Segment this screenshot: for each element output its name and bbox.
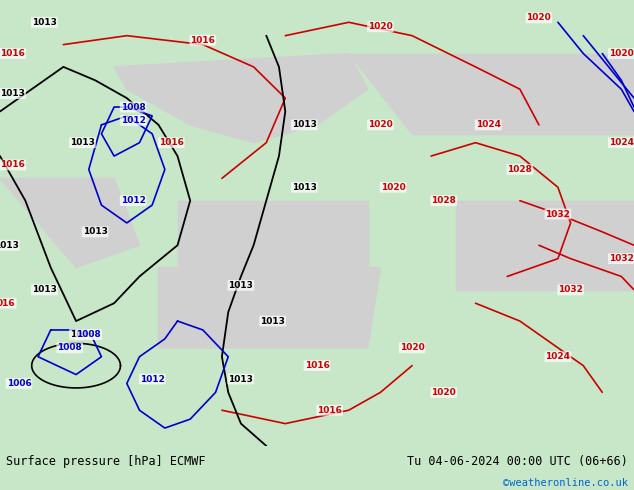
Polygon shape (158, 268, 380, 348)
Text: 1016: 1016 (190, 36, 216, 45)
Text: 1013: 1013 (228, 281, 254, 290)
Text: 1013: 1013 (228, 374, 254, 384)
Text: 1008: 1008 (120, 102, 146, 112)
Text: 1016: 1016 (317, 406, 342, 415)
Text: 1013: 1013 (70, 330, 95, 339)
Text: 1008: 1008 (57, 343, 82, 352)
Text: 1013: 1013 (292, 183, 317, 192)
Text: 1024: 1024 (476, 121, 501, 129)
Text: 1032: 1032 (609, 254, 634, 263)
Text: 1016: 1016 (304, 361, 330, 370)
Text: 1020: 1020 (368, 22, 393, 31)
Text: 1020: 1020 (431, 388, 456, 397)
Text: 1013: 1013 (32, 18, 57, 27)
Text: 1013: 1013 (292, 121, 317, 129)
Polygon shape (349, 53, 634, 134)
Text: 1028: 1028 (431, 196, 456, 205)
Text: 1008: 1008 (76, 330, 101, 339)
Text: 1020: 1020 (399, 343, 425, 352)
Text: 1013: 1013 (260, 317, 285, 325)
Text: 1016: 1016 (0, 161, 25, 170)
Text: Tu 04-06-2024 00:00 UTC (06+66): Tu 04-06-2024 00:00 UTC (06+66) (407, 455, 628, 468)
Text: 1006: 1006 (6, 379, 32, 388)
Polygon shape (0, 178, 139, 268)
Text: 1020: 1020 (609, 49, 634, 58)
Text: 1012: 1012 (120, 196, 146, 205)
Text: 1013: 1013 (0, 89, 25, 98)
Text: 1013: 1013 (32, 285, 57, 294)
Polygon shape (178, 201, 368, 268)
Text: 1020: 1020 (526, 13, 552, 23)
Text: 1016: 1016 (0, 49, 25, 58)
Text: 1020: 1020 (380, 183, 406, 192)
Text: 1024: 1024 (545, 352, 571, 361)
Text: Surface pressure [hPa] ECMWF: Surface pressure [hPa] ECMWF (6, 455, 206, 468)
Text: 1032: 1032 (545, 210, 571, 219)
Polygon shape (456, 201, 634, 290)
Text: ©weatheronline.co.uk: ©weatheronline.co.uk (503, 478, 628, 489)
Text: 1013: 1013 (82, 227, 108, 236)
Text: 1028: 1028 (507, 165, 533, 174)
Text: 016: 016 (0, 299, 16, 308)
Polygon shape (114, 53, 368, 143)
Text: 1012: 1012 (139, 374, 165, 384)
Text: 1016: 1016 (158, 138, 184, 147)
Text: 1013: 1013 (70, 138, 95, 147)
Text: 1020: 1020 (368, 121, 393, 129)
Text: 1013: 1013 (0, 241, 19, 250)
Text: 1032: 1032 (558, 285, 583, 294)
Text: 1012: 1012 (120, 116, 146, 125)
Text: 1024: 1024 (609, 138, 634, 147)
